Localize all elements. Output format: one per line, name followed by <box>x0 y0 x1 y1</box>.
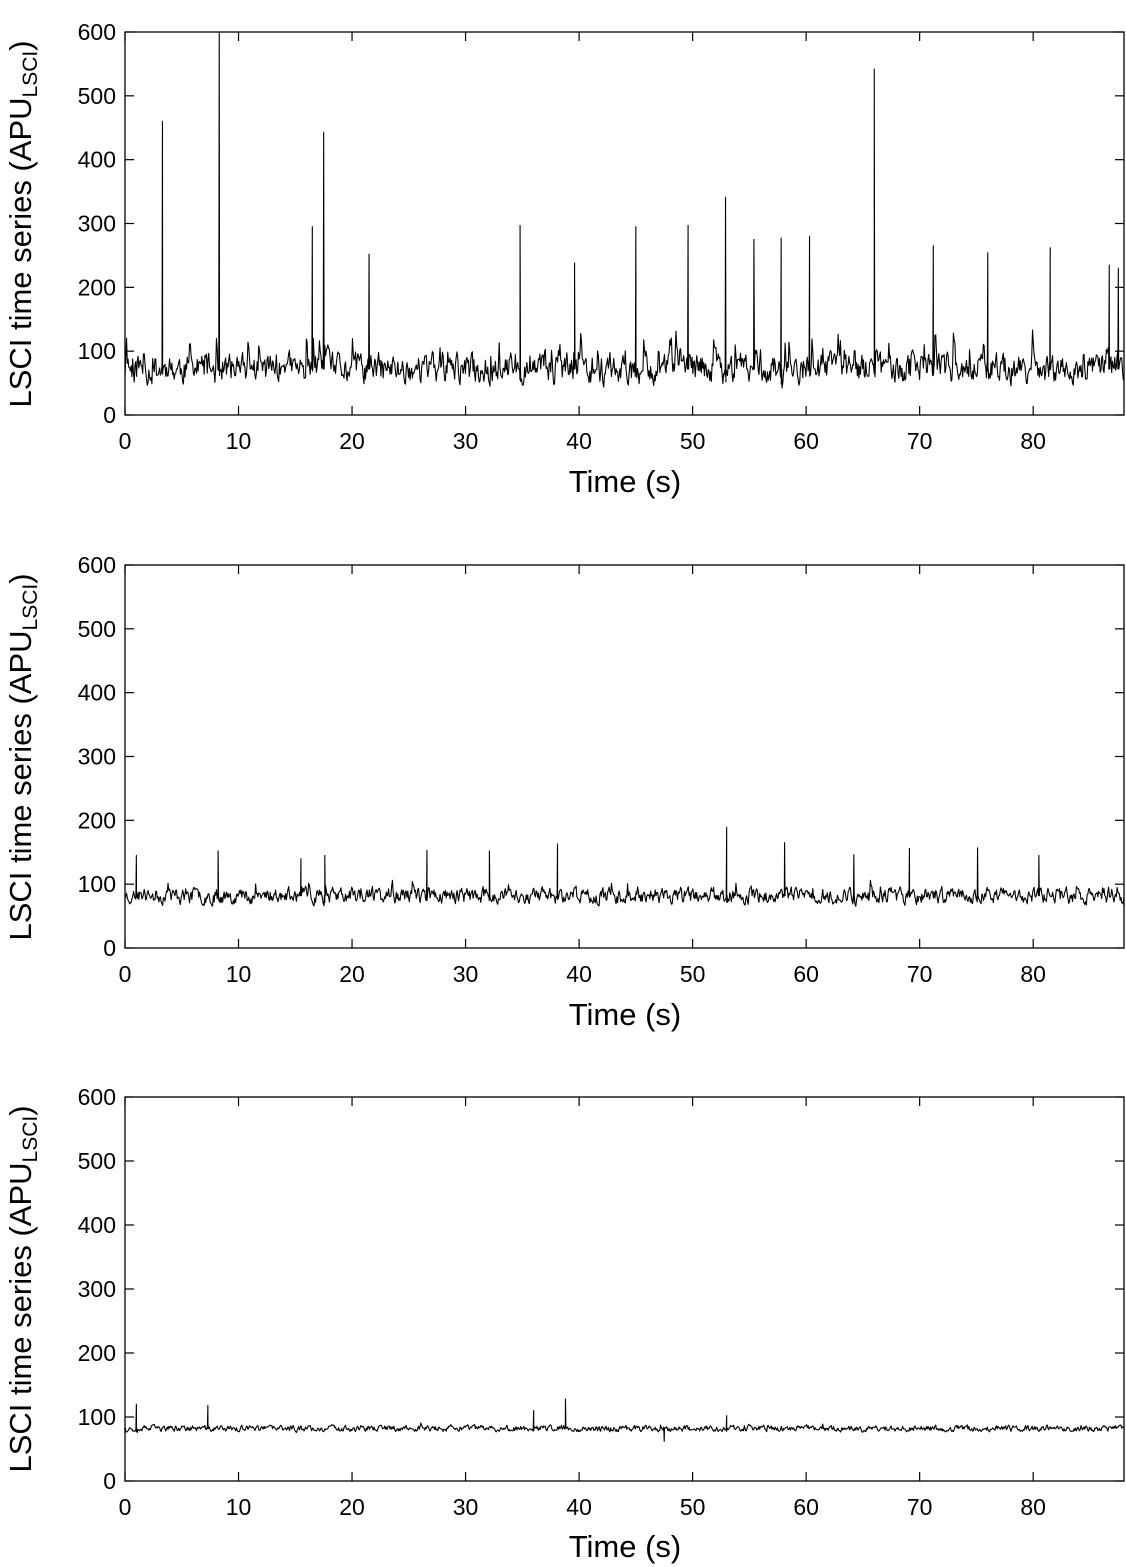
x-tick-label: 70 <box>907 961 933 987</box>
x-tick-label: 40 <box>566 961 592 987</box>
series-line <box>124 826 1125 907</box>
y-tick-label: 400 <box>78 1212 116 1238</box>
x-tick-label: 10 <box>226 961 252 987</box>
x-axis-label: Time (s) <box>569 464 682 499</box>
x-tick-label: 20 <box>339 428 365 454</box>
x-tick-label: 80 <box>1020 961 1046 987</box>
y-tick-label: 500 <box>78 1148 116 1174</box>
y-tick-label: 0 <box>103 1468 116 1494</box>
series-line <box>124 1398 1125 1442</box>
x-tick-label: 30 <box>453 961 479 987</box>
x-tick-label: 60 <box>793 961 819 987</box>
chart-panel-3: LSCI time series (APULSCI) Time (s) 0 10 2… <box>3 1084 1125 1564</box>
y-tick-label: 300 <box>78 744 116 770</box>
y-tick-label: 0 <box>103 935 116 961</box>
y-tick-label: 200 <box>78 1340 116 1366</box>
x-tick-label: 40 <box>566 428 592 454</box>
x-tick-label: 80 <box>1020 428 1046 454</box>
y-tick-label: 200 <box>78 807 116 833</box>
x-tick-label: 80 <box>1020 1494 1046 1520</box>
y-tick-label: 600 <box>78 19 116 45</box>
x-tick-label: 50 <box>680 961 706 987</box>
chart-panel-1: LSCI time series (APULSCI) Time (s) 0 10 2… <box>3 19 1125 499</box>
x-tick-label: 70 <box>907 428 933 454</box>
x-tick-label: 10 <box>226 1494 252 1520</box>
x-tick-label: 70 <box>907 1494 933 1520</box>
x-axis-label: Time (s) <box>569 997 682 1032</box>
x-tick-label: 50 <box>680 428 706 454</box>
y-tick-label: 400 <box>78 680 116 706</box>
y-axis-label: LSCI time series (APULSCI) <box>3 1105 42 1472</box>
x-tick-label: 0 <box>119 428 132 454</box>
y-tick-label: 200 <box>78 274 116 300</box>
x-tick-label: 10 <box>226 428 252 454</box>
y-tick-label: 500 <box>78 83 116 109</box>
y-tick-label: 100 <box>78 338 116 364</box>
y-tick-label: 600 <box>78 1084 116 1110</box>
x-axis-label: Time (s) <box>569 1529 682 1564</box>
x-tick-label: 20 <box>339 1494 365 1520</box>
x-tick-label: 0 <box>119 961 132 987</box>
y-tick-label: 400 <box>78 147 116 173</box>
y-tick-label: 600 <box>78 552 116 578</box>
y-axis-label: LSCI time series (APULSCI) <box>3 40 42 407</box>
y-tick-label: 300 <box>78 211 116 237</box>
series-line <box>124 31 1125 389</box>
y-tick-label: 300 <box>78 1276 116 1302</box>
y-tick-label: 100 <box>78 871 116 897</box>
x-tick-label: 0 <box>119 1494 132 1520</box>
x-tick-label: 60 <box>793 1494 819 1520</box>
axes-box <box>124 1096 1125 1482</box>
y-axis-label: LSCI time series (APULSCI) <box>3 573 42 940</box>
x-tick-label: 30 <box>453 428 479 454</box>
x-tick-label: 20 <box>339 961 365 987</box>
y-tick-label: 0 <box>103 402 116 428</box>
x-tick-label: 60 <box>793 428 819 454</box>
chart-panel-2: LSCI time series (APULSCI) Time (s) 0 10 2… <box>3 552 1125 1032</box>
x-tick-label: 40 <box>566 1494 592 1520</box>
x-tick-label: 50 <box>680 1494 706 1520</box>
x-tick-label: 30 <box>453 1494 479 1520</box>
y-tick-label: 100 <box>78 1404 116 1430</box>
y-tick-label: 500 <box>78 616 116 642</box>
